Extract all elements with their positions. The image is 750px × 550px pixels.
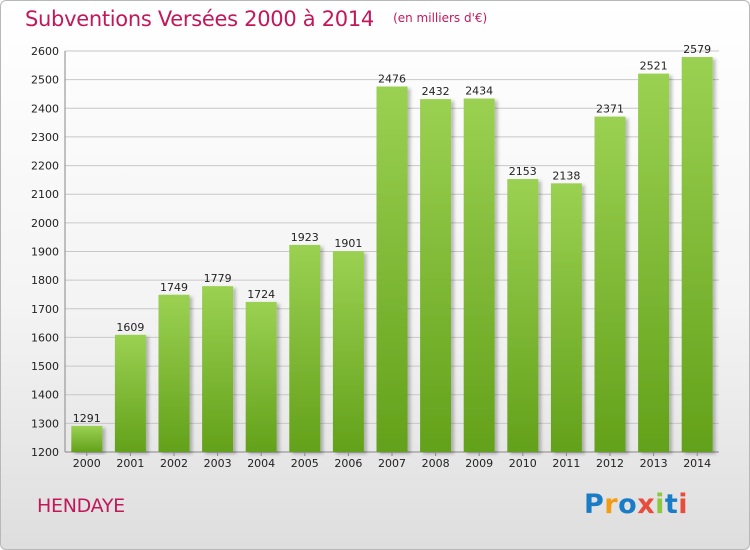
x-tick-label: 2013 [640, 457, 668, 470]
bar-value-label: 1749 [160, 281, 188, 294]
x-tick-label: 2001 [116, 457, 144, 470]
bar-value-label: 2138 [552, 169, 580, 182]
x-tick-label: 2007 [378, 457, 406, 470]
bar-value-label: 1901 [334, 237, 362, 250]
y-tick-label: 1500 [31, 360, 59, 373]
x-tick-label: 2000 [73, 457, 101, 470]
y-tick-label: 1900 [31, 246, 59, 259]
logo-letter: x [637, 489, 656, 520]
y-tick-label: 2100 [31, 188, 59, 201]
x-tick-label: 2003 [204, 457, 232, 470]
y-tick-label: 1400 [31, 389, 59, 402]
bar-value-label: 2434 [465, 85, 493, 98]
y-tick-label: 2400 [31, 102, 59, 115]
bar-value-label: 2476 [378, 73, 406, 86]
bar-value-label: 2521 [640, 60, 668, 73]
bar [550, 183, 582, 452]
bar [681, 57, 713, 452]
x-tick-label: 2011 [552, 457, 580, 470]
bar [158, 294, 190, 452]
logo-letter: P [584, 489, 605, 520]
x-tick-label: 2008 [422, 457, 450, 470]
x-tick-label: 2004 [247, 457, 275, 470]
bar [289, 244, 321, 452]
bar-value-label: 2153 [509, 165, 537, 178]
bar [638, 73, 670, 452]
bar [202, 286, 234, 452]
logo-letter: r [604, 489, 619, 520]
bar-value-label: 1609 [116, 321, 144, 334]
logo-letter: o [618, 489, 638, 520]
x-tick-label: 2010 [509, 457, 537, 470]
bar-value-label: 2371 [596, 103, 624, 116]
bar [507, 179, 539, 452]
proxiti-logo: Proxiti [584, 489, 688, 520]
logo-letter: i [655, 489, 665, 520]
x-tick-label: 2006 [334, 457, 362, 470]
bar [114, 334, 146, 452]
x-tick-label: 2005 [291, 457, 319, 470]
y-tick-label: 1800 [31, 274, 59, 287]
city-name: HENDAYE [37, 495, 125, 517]
bar [245, 301, 277, 452]
y-tick-label: 2300 [31, 131, 59, 144]
logo-letter: t [664, 489, 679, 520]
chart-title: Subventions Versées 2000 à 2014 [25, 7, 374, 31]
title-row: Subventions Versées 2000 à 2014 (en mill… [25, 7, 487, 31]
bar [71, 425, 103, 452]
bar [463, 98, 495, 452]
bar-value-label: 1923 [291, 231, 319, 244]
y-tick-label: 1300 [31, 417, 59, 430]
y-tick-label: 2000 [31, 217, 59, 230]
y-tick-label: 2500 [31, 74, 59, 87]
x-tick-label: 2002 [160, 457, 188, 470]
bar-value-label: 2579 [683, 43, 711, 56]
bar-value-label: 1779 [204, 272, 232, 285]
bar-value-label: 2432 [422, 85, 450, 98]
bar [376, 86, 408, 452]
chart-subtitle: (en milliers d'€) [393, 11, 488, 25]
y-tick-label: 1700 [31, 303, 59, 316]
y-tick-label: 2200 [31, 160, 59, 173]
bar [420, 99, 452, 453]
bar [332, 251, 364, 452]
y-tick-label: 1200 [31, 446, 59, 459]
bar [594, 116, 626, 453]
y-tick-label: 1600 [31, 331, 59, 344]
bar-value-label: 1291 [73, 412, 101, 425]
bar-value-label: 1724 [247, 288, 275, 301]
x-tick-label: 2014 [683, 457, 711, 470]
logo-letter: i [678, 489, 689, 520]
x-tick-label: 2012 [596, 457, 624, 470]
x-tick-label: 2009 [465, 457, 493, 470]
y-tick-label: 2600 [31, 45, 59, 58]
